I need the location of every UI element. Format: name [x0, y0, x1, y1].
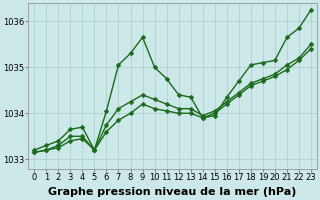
- X-axis label: Graphe pression niveau de la mer (hPa): Graphe pression niveau de la mer (hPa): [48, 187, 297, 197]
